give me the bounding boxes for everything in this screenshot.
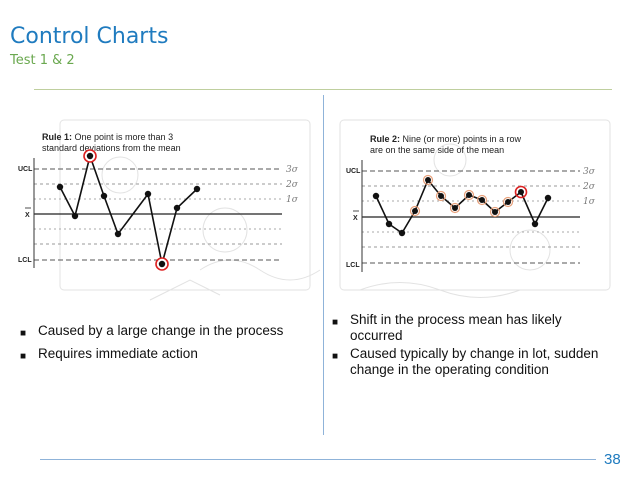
- rule2-point: [544, 194, 552, 202]
- rule2-point: [412, 208, 418, 214]
- rule2-chart: Rule 2: Nine (or more) points in a row a…: [346, 134, 596, 272]
- rule2-lcl-label: LCL: [346, 262, 360, 269]
- rule1-title-bold: Rule 1:: [42, 132, 72, 142]
- rule1-point: [193, 185, 201, 193]
- rule2-run-ring: [422, 174, 434, 186]
- rule1-outlier-point-bottom: [158, 260, 166, 268]
- list-item: ■ Caused typically by change in lot, sudd…: [332, 346, 612, 378]
- rule2-run-ring: [476, 194, 488, 206]
- rule1-point: [100, 192, 108, 200]
- rule1-outlier-point-top: [86, 152, 94, 160]
- rule1-point: [144, 190, 152, 198]
- sketch-background: [59, 119, 611, 301]
- rule2-series-line: [375, 178, 549, 235]
- rule2-sigma1-label: 1σ: [583, 197, 596, 207]
- list-item: ■ Shift in the process mean has likely oc…: [332, 312, 612, 344]
- rule2-title-bold: Rule 2:: [370, 134, 400, 144]
- rule2-run-ring: [489, 206, 501, 218]
- rule2-point: [466, 192, 472, 198]
- list-item: ■ Requires immediate action: [20, 346, 310, 362]
- rule1-title-line2: standard deviations from the mean: [42, 143, 181, 153]
- rule2-point: [452, 205, 458, 211]
- rule1-point: [173, 204, 181, 212]
- rule1-point: [114, 230, 122, 238]
- rule2-sigma2-label: 2σ: [582, 182, 596, 192]
- list-item: ■ Caused by a large change in the process: [20, 323, 310, 339]
- rule1-ucl-label: UCL: [18, 166, 33, 173]
- rule2-sigma3-label: 3σ: [583, 167, 596, 177]
- top-divider: [34, 89, 612, 90]
- rule2-point: [479, 197, 485, 203]
- rule1-points: [56, 183, 201, 238]
- rule1-sigma2-label: 2σ: [285, 180, 299, 190]
- bullet-text: Shift in the process mean has likely occ…: [350, 312, 562, 343]
- bullet-square-icon: ■: [332, 317, 339, 328]
- rule2-title-line2: are on the same side of the mean: [370, 145, 504, 155]
- bullet-text: Requires immediate action: [38, 346, 198, 361]
- rule1-title-line1: Rule 1: One point is more than 3: [42, 132, 173, 142]
- bottom-divider: [40, 459, 596, 460]
- rule2-point: [492, 209, 498, 215]
- rule1-point: [56, 183, 64, 191]
- rule2-point: [518, 189, 524, 195]
- rule1-sigma3-label: 3σ: [286, 165, 299, 175]
- rule2-point: [372, 192, 380, 200]
- rule2-run-ring: [449, 202, 461, 214]
- rule1-mean-label: X: [25, 212, 30, 219]
- rule2-point: [425, 177, 431, 183]
- rule2-ucl-label: UCL: [346, 168, 361, 175]
- bullet-square-icon: ■: [332, 351, 339, 362]
- rule1-title-rest: One point is more than 3: [72, 132, 173, 142]
- page-number: 38: [604, 451, 621, 468]
- rule2-point: [398, 229, 406, 237]
- rule1-lcl-label: LCL: [18, 257, 32, 264]
- rule1-chart: Rule 1: One point is more than 3 standar…: [18, 132, 299, 271]
- column-divider: [323, 95, 324, 435]
- rule2-points: [372, 192, 552, 237]
- rule2-run-ring: [409, 205, 421, 217]
- bullet-text: Caused typically by change in lot, sudde…: [350, 346, 599, 377]
- page-subtitle: Test 1 & 2: [10, 53, 75, 68]
- rule2-highlighted-run: [409, 174, 528, 218]
- rule2-point: [531, 220, 539, 228]
- rule2-mean-label: X: [353, 215, 358, 222]
- rule2-title-line1: Rule 2: Nine (or more) points in a row: [370, 134, 522, 144]
- rule2-run-ring: [502, 196, 514, 208]
- rule1-sigma1-label: 1σ: [286, 195, 299, 205]
- rule2-point: [438, 193, 444, 199]
- rule2-run-ring-end: [514, 185, 528, 199]
- bullet-square-icon: ■: [20, 351, 27, 362]
- page-title: Control Charts: [10, 24, 169, 49]
- rule2-point: [385, 220, 393, 228]
- rule2-point: [505, 199, 511, 205]
- bullet-text: Caused by a large change in the process: [38, 323, 284, 338]
- left-bullet-list: ■ Caused by a large change in the process…: [20, 323, 310, 369]
- rule2-run-ring: [435, 190, 447, 202]
- right-bullet-list: ■ Shift in the process mean has likely oc…: [332, 312, 612, 380]
- rule2-title-rest: Nine (or more) points in a row: [400, 134, 522, 144]
- rule2-run-ring: [463, 189, 475, 201]
- bullet-square-icon: ■: [20, 328, 27, 339]
- rule1-point: [71, 212, 79, 220]
